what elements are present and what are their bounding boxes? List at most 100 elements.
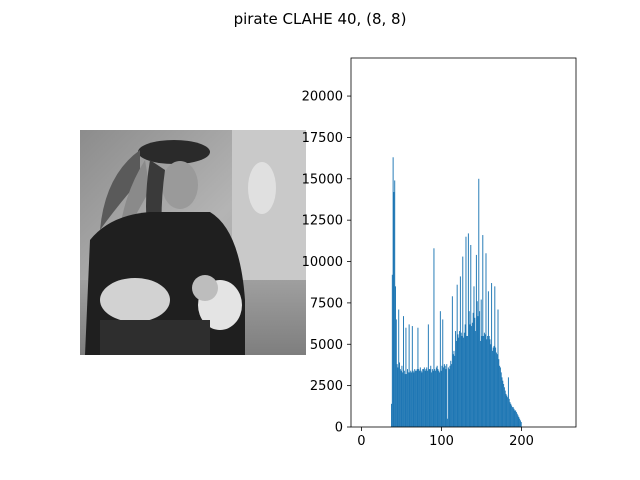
histogram-bar: [418, 369, 420, 427]
y-tick-label: 10000: [302, 255, 343, 270]
histogram-bar: [402, 372, 404, 427]
x-tick-label: 100: [429, 434, 454, 449]
histogram-bar: [495, 347, 497, 427]
histogram-bar: [420, 370, 422, 427]
legs-shape: [100, 320, 210, 355]
histogram-bar: [519, 418, 521, 427]
histogram-bar: [468, 311, 470, 427]
histogram-bar: [458, 337, 460, 427]
histogram-bar: [471, 322, 473, 427]
histogram-bar: [407, 372, 409, 427]
histogram-bar: [467, 335, 469, 427]
histogram-bar: [439, 372, 441, 427]
histogram-bar: [454, 355, 456, 427]
histogram-bar: [401, 365, 403, 427]
histogram-bar: [403, 370, 405, 427]
histogram-bar: [428, 369, 430, 427]
histogram-bar: [407, 369, 408, 427]
histogram-bar: [444, 365, 446, 427]
x-axis-ticks: 0 100 200: [357, 427, 534, 449]
histogram-bar: [396, 364, 398, 427]
histogram-bar: [485, 253, 487, 427]
histogram-bar: [463, 332, 465, 427]
histogram-bar: [395, 319, 397, 427]
histogram-bar: [417, 327, 419, 427]
histogram-bar: [439, 311, 441, 427]
histogram-bar: [510, 403, 512, 427]
histogram-bar: [419, 367, 421, 427]
histogram-bar: [499, 367, 501, 427]
histogram-bar: [459, 276, 461, 427]
histogram-bar: [465, 236, 467, 427]
histogram-bar: [493, 345, 495, 427]
histogram-bar: [484, 334, 486, 427]
histogram-bar: [471, 326, 473, 427]
y-tick-label: 12500: [302, 214, 343, 229]
histogram-bar: [448, 369, 450, 427]
histogram-bar: [411, 372, 412, 427]
histogram-bar: [497, 309, 499, 427]
histogram-bar: [391, 274, 393, 427]
sleeve-shape: [100, 278, 170, 322]
histogram-bar: [399, 362, 400, 427]
histogram-bar: [512, 407, 514, 427]
histogram-bar: [459, 331, 461, 427]
histogram-bar: [403, 316, 404, 427]
figure-title: pirate CLAHE 40, (8, 8): [234, 10, 407, 28]
histogram-bar: [515, 410, 517, 427]
histogram-bar: [518, 417, 520, 427]
histogram-bar: [494, 286, 496, 427]
histogram-bar: [515, 412, 517, 427]
histogram-bar: [511, 407, 513, 427]
y-tick-label: 15000: [302, 172, 343, 187]
histogram-bars: [391, 157, 522, 427]
y-tick-label: 7500: [310, 296, 343, 311]
histogram-bar: [513, 408, 515, 427]
histogram-bar: [475, 254, 477, 427]
histogram-bar: [477, 316, 479, 427]
histogram-bar: [511, 405, 513, 427]
histogram-bar: [461, 335, 463, 427]
histogram-chart: 0 100 200 0 2500 5000 7500 10000 12500 15000 1750…: [302, 57, 577, 449]
histogram-bar: [503, 383, 505, 427]
histogram-bar: [392, 157, 394, 427]
histogram-bar: [404, 374, 406, 427]
histogram-bar: [410, 370, 412, 427]
histogram-bar: [411, 326, 413, 427]
histogram-bar: [479, 311, 481, 427]
histogram-bar: [506, 395, 508, 427]
histogram-bar: [447, 418, 449, 427]
histogram-bar: [393, 192, 395, 427]
histogram-bar: [398, 309, 400, 427]
histogram-bar: [453, 350, 455, 427]
histogram-bar: [470, 244, 472, 427]
histogram-bar: [455, 340, 457, 427]
histogram-bar: [415, 370, 417, 427]
histogram-bar: [422, 369, 424, 427]
hands-shape: [192, 275, 218, 301]
histogram-bar: [431, 369, 433, 427]
y-tick-label: 20000: [302, 90, 343, 105]
plot-frame: [350, 57, 577, 428]
histogram-bar: [499, 365, 501, 427]
histogram-bar: [480, 299, 482, 427]
histogram-bar: [414, 369, 416, 427]
histogram-bar: [432, 370, 434, 427]
histogram-bar: [409, 372, 411, 427]
histogram-bar: [456, 284, 458, 427]
histogram-bar: [440, 370, 442, 427]
pirate-image-panel: [80, 130, 306, 355]
histogram-bar: [508, 398, 510, 427]
histogram-bar: [451, 364, 453, 427]
histogram-bar: [450, 360, 452, 427]
histogram-bar: [507, 397, 509, 427]
histogram-bar: [406, 374, 408, 427]
histogram-bar: [451, 296, 453, 427]
histogram-bar: [413, 372, 415, 427]
histogram-bar: [438, 370, 440, 427]
histogram-bar: [421, 372, 423, 427]
histogram-bar: [447, 367, 449, 427]
histogram-bar: [507, 377, 509, 427]
background-arm: [248, 162, 276, 214]
hat-shape: [138, 140, 210, 164]
